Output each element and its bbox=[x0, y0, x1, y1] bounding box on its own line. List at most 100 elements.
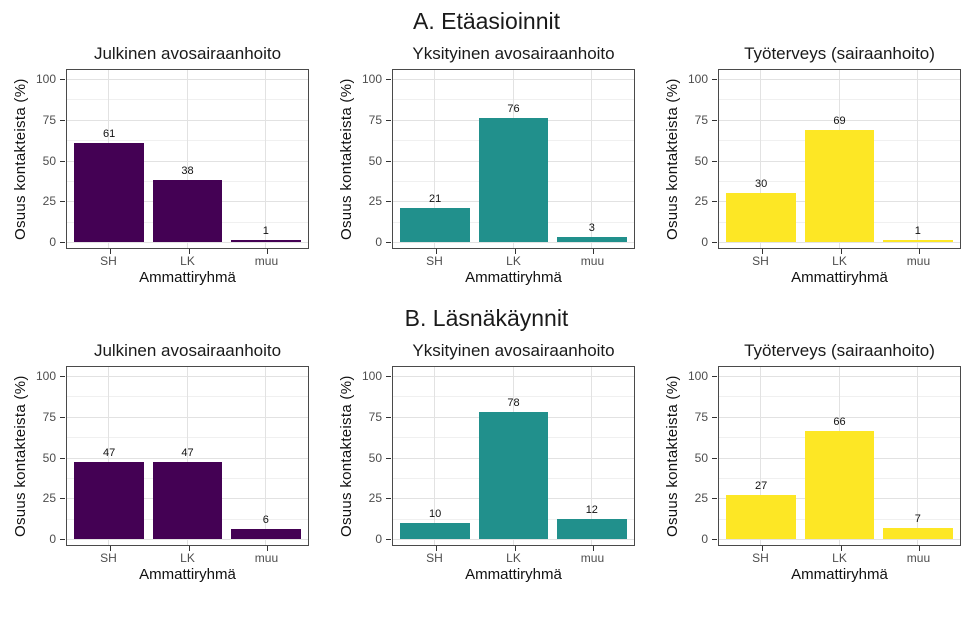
minor-gridline bbox=[719, 99, 960, 101]
y-tick-label: 0 bbox=[49, 235, 56, 249]
x-axis: SH LK muu bbox=[392, 249, 635, 268]
minor-gridline bbox=[393, 99, 634, 101]
bar-muu bbox=[882, 527, 953, 539]
x-axis-title: Ammattiryhmä bbox=[791, 566, 888, 583]
y-tick-label: 100 bbox=[361, 369, 382, 383]
bar-value-label: 78 bbox=[507, 396, 520, 409]
y-tick-mark bbox=[60, 201, 65, 203]
y-tick-mark bbox=[386, 416, 391, 418]
y-axis-title: Osuus kontakteista (%) bbox=[664, 78, 681, 240]
bar-value-label: 38 bbox=[181, 165, 194, 178]
y-axis: 0 25 50 75 100 bbox=[30, 366, 66, 546]
x-axis: SH LK muu bbox=[392, 546, 635, 565]
bar-value-label: 66 bbox=[833, 416, 846, 429]
minor-gridline bbox=[67, 437, 308, 439]
x-tick-mark bbox=[188, 546, 190, 551]
y-tick-mark bbox=[386, 376, 391, 377]
y-axis-title: Osuus kontakteista (%) bbox=[664, 375, 681, 537]
y-tick-mark bbox=[386, 242, 391, 243]
y-tick-label: 25 bbox=[368, 491, 382, 506]
vertical-gridline bbox=[108, 367, 110, 545]
bar-lk bbox=[478, 411, 549, 539]
y-tick-label: 25 bbox=[694, 491, 708, 506]
bar-lk bbox=[478, 118, 549, 242]
bar-value-label: 1 bbox=[914, 225, 921, 238]
bar-sh bbox=[74, 142, 145, 242]
x-tick-mark bbox=[761, 546, 763, 551]
y-tick-mark bbox=[712, 242, 717, 243]
major-gridline bbox=[719, 119, 960, 121]
panel: Julkinen avosairaanhoito Osuus kontaktei… bbox=[12, 339, 309, 586]
bar-value-label: 10 bbox=[429, 507, 442, 520]
vertical-gridline bbox=[590, 70, 592, 248]
y-tick-label: 50 bbox=[368, 153, 382, 168]
x-tick-label: muu bbox=[254, 254, 279, 268]
bar-value-label: 69 bbox=[833, 114, 846, 127]
major-gridline bbox=[393, 79, 634, 80]
panel-title: Työterveys (sairaanhoito) bbox=[744, 44, 935, 63]
vertical-gridline bbox=[760, 70, 762, 248]
y-tick-label: 0 bbox=[375, 235, 382, 249]
major-gridline bbox=[67, 416, 308, 418]
x-axis-title: Ammattiryhmä bbox=[139, 269, 236, 286]
major-gridline bbox=[67, 539, 308, 540]
y-tick-label: 50 bbox=[694, 153, 708, 168]
y-tick-label: 100 bbox=[35, 72, 56, 86]
bar-lk bbox=[804, 129, 875, 242]
bar-value-label: 61 bbox=[103, 127, 116, 140]
y-tick-mark bbox=[60, 539, 65, 540]
x-tick-label: SH bbox=[752, 551, 769, 565]
x-tick-mark bbox=[109, 249, 111, 254]
section-lasnakaynnit: B. Läsnäkäynnit Julkinen avosairaanhoito… bbox=[0, 303, 973, 586]
y-tick-mark bbox=[60, 416, 65, 418]
panel: Yksityinen avosairaanhoito Osuus kontakt… bbox=[338, 42, 635, 289]
major-gridline bbox=[67, 79, 308, 80]
x-axis-title: Ammattiryhmä bbox=[465, 269, 562, 286]
minor-gridline bbox=[393, 396, 634, 398]
major-gridline bbox=[393, 376, 634, 377]
y-tick-mark bbox=[712, 539, 717, 540]
y-axis-title: Osuus kontakteista (%) bbox=[12, 375, 29, 537]
bar-value-label: 6 bbox=[262, 514, 269, 527]
section-title: A. Etäasioinnit bbox=[412, 8, 561, 34]
bar-sh bbox=[74, 462, 145, 539]
bar-value-label: 3 bbox=[588, 222, 595, 235]
bar-muu bbox=[230, 529, 301, 539]
panel-title: Julkinen avosairaanhoito bbox=[93, 341, 282, 360]
major-gridline bbox=[719, 416, 960, 418]
vertical-gridline bbox=[916, 70, 918, 248]
y-tick-mark bbox=[712, 457, 717, 459]
x-tick-label: muu bbox=[580, 254, 605, 268]
y-axis: 0 25 50 75 100 bbox=[682, 366, 718, 546]
y-tick-mark bbox=[712, 160, 717, 162]
x-tick-label: SH bbox=[752, 254, 769, 268]
major-gridline bbox=[67, 457, 308, 459]
x-axis-title: Ammattiryhmä bbox=[791, 269, 888, 286]
y-tick-label: 100 bbox=[361, 72, 382, 86]
x-tick-label: SH bbox=[100, 254, 117, 268]
panel-row-a: Julkinen avosairaanhoito Osuus kontaktei… bbox=[0, 42, 973, 289]
y-tick-label: 100 bbox=[687, 369, 708, 383]
x-axis-title: Ammattiryhmä bbox=[465, 566, 562, 583]
vertical-gridline bbox=[590, 367, 592, 545]
panel-title: Yksityinen avosairaanhoito bbox=[412, 341, 615, 360]
major-gridline bbox=[67, 160, 308, 162]
x-tick-mark bbox=[267, 546, 269, 551]
y-tick-mark bbox=[712, 119, 717, 121]
y-tick-mark bbox=[712, 201, 717, 203]
y-tick-label: 75 bbox=[42, 409, 56, 424]
bar-lk bbox=[804, 431, 875, 539]
y-tick-mark bbox=[60, 119, 65, 121]
major-gridline bbox=[393, 539, 634, 540]
plot-area: 21 76 3 bbox=[392, 69, 635, 249]
bar-value-label: 30 bbox=[755, 178, 768, 191]
y-tick-label: 75 bbox=[694, 409, 708, 424]
vertical-gridline bbox=[186, 367, 188, 545]
y-tick-label: 50 bbox=[42, 450, 56, 465]
x-axis-title: Ammattiryhmä bbox=[139, 566, 236, 583]
y-axis: 0 25 50 75 100 bbox=[356, 366, 392, 546]
y-tick-label: 25 bbox=[42, 491, 56, 506]
major-gridline bbox=[393, 242, 634, 243]
bar-sh bbox=[400, 207, 471, 242]
